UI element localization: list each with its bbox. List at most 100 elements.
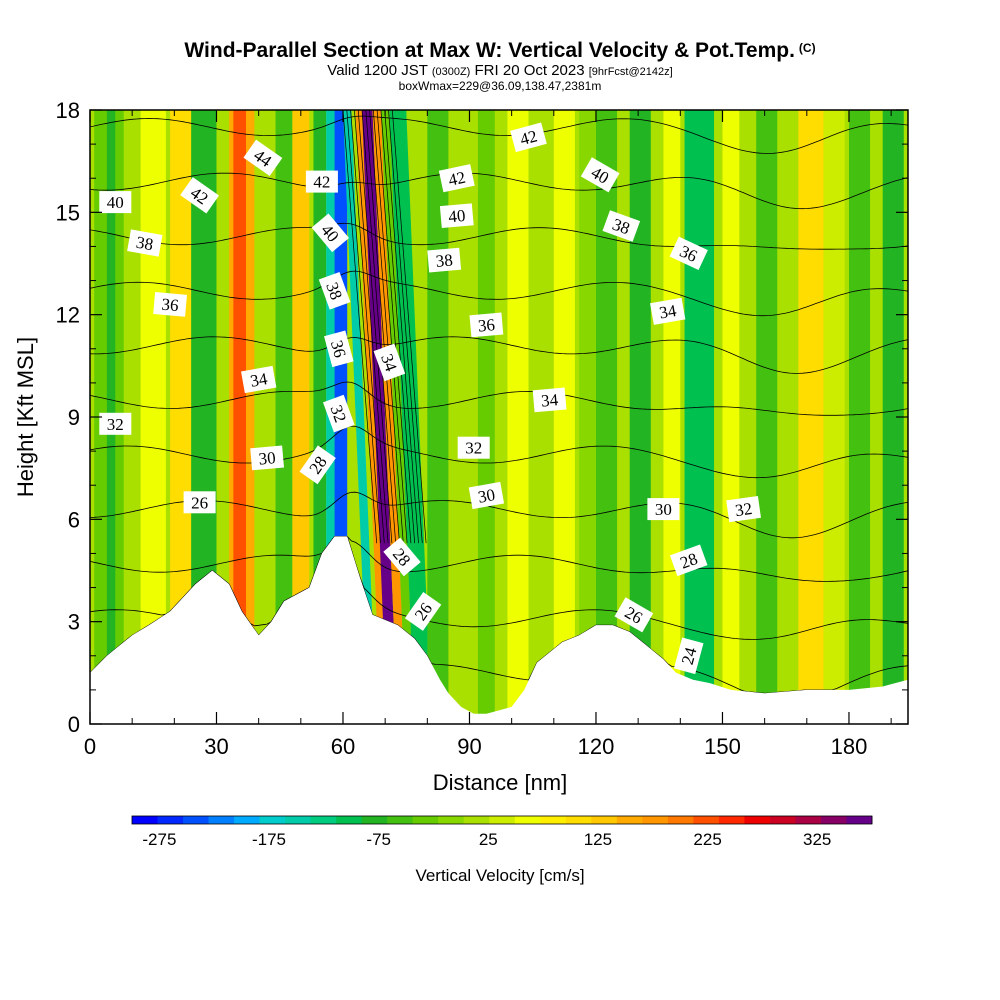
colorbar-swatch bbox=[642, 816, 669, 824]
contour-label-text: 40 bbox=[107, 193, 124, 212]
contour-label-box bbox=[318, 272, 351, 310]
contour-label-28: 28 bbox=[669, 544, 708, 577]
steep-contour-0 bbox=[342, 110, 378, 544]
x-tick-label: 120 bbox=[578, 734, 615, 759]
colorbar-swatch bbox=[846, 816, 873, 824]
y-tick-label: 15 bbox=[56, 200, 80, 225]
velocity-band-2 bbox=[140, 110, 166, 724]
colorbar: -275 -175 -75 25 125 225 325 bbox=[131, 815, 873, 849]
velocity-band-31 bbox=[722, 110, 740, 724]
contour-label-box bbox=[469, 312, 504, 338]
velocity-band-4 bbox=[191, 110, 217, 724]
colorbar-swatch bbox=[667, 816, 694, 824]
contour-label-38: 38 bbox=[127, 229, 163, 257]
colorbar-swatch bbox=[234, 816, 260, 824]
contour-label-box bbox=[647, 498, 680, 521]
contour-label-30: 30 bbox=[647, 498, 680, 521]
contour-label-box bbox=[602, 210, 641, 242]
colorbar-swatch bbox=[208, 816, 235, 824]
colorbar-tick-label: -275 bbox=[142, 830, 176, 849]
steep-contour-7 bbox=[369, 110, 404, 544]
contour-label-text: 28 bbox=[678, 549, 700, 573]
colorbar-swatch bbox=[310, 816, 337, 824]
contour-label-text: 38 bbox=[435, 250, 454, 270]
colorbar-swatch bbox=[412, 816, 439, 824]
theta-contour-36 bbox=[90, 336, 908, 374]
theta-contour-42 bbox=[90, 172, 908, 210]
contour-label-32: 32 bbox=[457, 436, 490, 459]
contour-label-box bbox=[305, 170, 338, 193]
steep-contour-2 bbox=[350, 110, 385, 544]
colorbar-swatch bbox=[132, 816, 158, 824]
contour-label-text: 26 bbox=[191, 493, 208, 512]
velocity-band-22 bbox=[477, 110, 495, 724]
colorbar-tick-label: 225 bbox=[693, 830, 721, 849]
contour-label-text: 30 bbox=[655, 500, 672, 519]
velocity-band-26 bbox=[579, 110, 596, 724]
colorbar-swatch bbox=[693, 816, 720, 824]
contour-label-text: 32 bbox=[326, 403, 350, 425]
contour-label-text: 36 bbox=[677, 242, 700, 266]
terrain-shape bbox=[90, 536, 908, 724]
contour-label-42: 42 bbox=[305, 170, 338, 193]
x-tick-label: 180 bbox=[831, 734, 868, 759]
y-tick-label: 3 bbox=[68, 610, 80, 635]
y-tick-label: 6 bbox=[68, 507, 80, 532]
contour-label-box bbox=[614, 597, 654, 633]
colorbar-swatch bbox=[591, 816, 618, 824]
theta-contour-30 bbox=[90, 491, 908, 539]
x-tick-label: 60 bbox=[331, 734, 355, 759]
theta-contour-32 bbox=[90, 425, 908, 479]
colorbar-swatch bbox=[438, 816, 465, 824]
y-tick-label: 12 bbox=[56, 303, 80, 328]
contour-label-34: 34 bbox=[532, 387, 567, 413]
contour-label-box bbox=[404, 591, 442, 631]
colorbar-swatch bbox=[183, 816, 209, 824]
contour-label-text: 34 bbox=[249, 369, 270, 391]
contour-label-26: 26 bbox=[183, 491, 216, 514]
contour-label-text: 42 bbox=[447, 168, 468, 190]
contour-label-text: 24 bbox=[678, 645, 701, 667]
velocity-band-23 bbox=[507, 110, 529, 724]
contour-label-32: 32 bbox=[322, 394, 355, 433]
colorbar-frame bbox=[131, 815, 873, 825]
contour-label-box bbox=[243, 139, 283, 176]
contour-label-box bbox=[324, 330, 354, 368]
contour-label-text: 32 bbox=[734, 499, 753, 520]
velocity-band-21 bbox=[456, 110, 470, 724]
velocity-band-32 bbox=[756, 110, 778, 724]
colorbar-swatch bbox=[259, 816, 286, 824]
contour-label-34: 34 bbox=[650, 297, 686, 325]
colorbar-swatch bbox=[565, 816, 592, 824]
contour-label-32: 32 bbox=[99, 412, 132, 435]
contour-label-box bbox=[532, 387, 567, 413]
velocity-band-7 bbox=[233, 110, 247, 724]
velocity-band-29 bbox=[663, 110, 681, 724]
contour-label-36: 36 bbox=[469, 312, 504, 338]
colorbar-label: Vertical Velocity [cm/s] bbox=[415, 866, 584, 885]
contour-label-box bbox=[457, 436, 490, 459]
velocity-band-24 bbox=[528, 110, 542, 724]
colorbar-swatch bbox=[489, 816, 516, 824]
velocity-band-10 bbox=[292, 110, 310, 724]
contour-label-text: 34 bbox=[658, 301, 679, 323]
contour-label-text: 42 bbox=[518, 126, 539, 149]
contour-label-box bbox=[439, 203, 474, 229]
contour-label-box bbox=[650, 297, 686, 325]
theta-contour-28 bbox=[90, 536, 908, 582]
contour-label-36: 36 bbox=[324, 330, 354, 368]
steep-contour-3 bbox=[354, 110, 389, 544]
contour-label-text: 42 bbox=[313, 173, 330, 192]
contour-label-30: 30 bbox=[250, 445, 284, 471]
y-tick-label: 18 bbox=[56, 98, 80, 123]
colorbar-swatch bbox=[820, 816, 847, 824]
chart-title: Wind-Parallel Section at Max W: Vertical… bbox=[184, 39, 816, 62]
colorbar-tick-label: -175 bbox=[252, 830, 286, 849]
colorbar-tick-label: 325 bbox=[803, 830, 831, 849]
terrain-mask bbox=[90, 536, 908, 724]
copyright-mark: (C) bbox=[798, 41, 816, 55]
x-tick-label: 30 bbox=[204, 734, 228, 759]
contour-label-text: 36 bbox=[477, 315, 496, 335]
